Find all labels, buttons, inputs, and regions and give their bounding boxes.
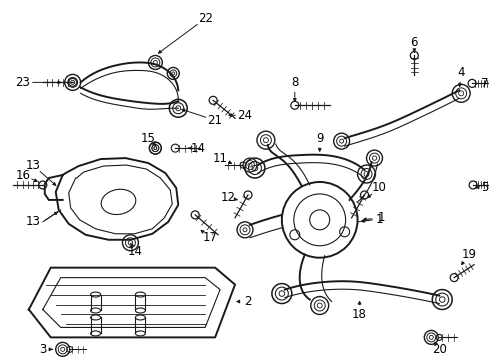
Text: 20: 20 <box>432 343 447 356</box>
Text: 10: 10 <box>372 181 387 194</box>
Text: 23: 23 <box>15 76 30 89</box>
Text: 18: 18 <box>352 308 367 321</box>
Text: 22: 22 <box>197 12 213 25</box>
Text: 7: 7 <box>481 77 489 90</box>
Text: 4: 4 <box>457 66 465 79</box>
Text: 14: 14 <box>191 141 206 155</box>
Text: 19: 19 <box>462 248 477 261</box>
Text: 8: 8 <box>291 76 298 89</box>
Text: 11: 11 <box>213 152 227 165</box>
Text: 2: 2 <box>244 295 252 308</box>
Text: 1: 1 <box>376 213 383 226</box>
Text: 16: 16 <box>15 168 30 181</box>
Text: 15: 15 <box>141 132 156 145</box>
Text: 24: 24 <box>238 109 252 122</box>
Text: 21: 21 <box>208 114 222 127</box>
Text: 17: 17 <box>203 231 218 244</box>
Text: 13: 13 <box>25 158 40 172</box>
Text: 5: 5 <box>481 181 489 194</box>
Text: 14: 14 <box>128 245 143 258</box>
Text: 12: 12 <box>220 192 236 204</box>
Text: 3: 3 <box>39 343 47 356</box>
Text: 6: 6 <box>411 36 418 49</box>
Text: 13: 13 <box>25 215 40 228</box>
Text: 9: 9 <box>316 132 323 145</box>
Text: 1: 1 <box>378 211 385 224</box>
